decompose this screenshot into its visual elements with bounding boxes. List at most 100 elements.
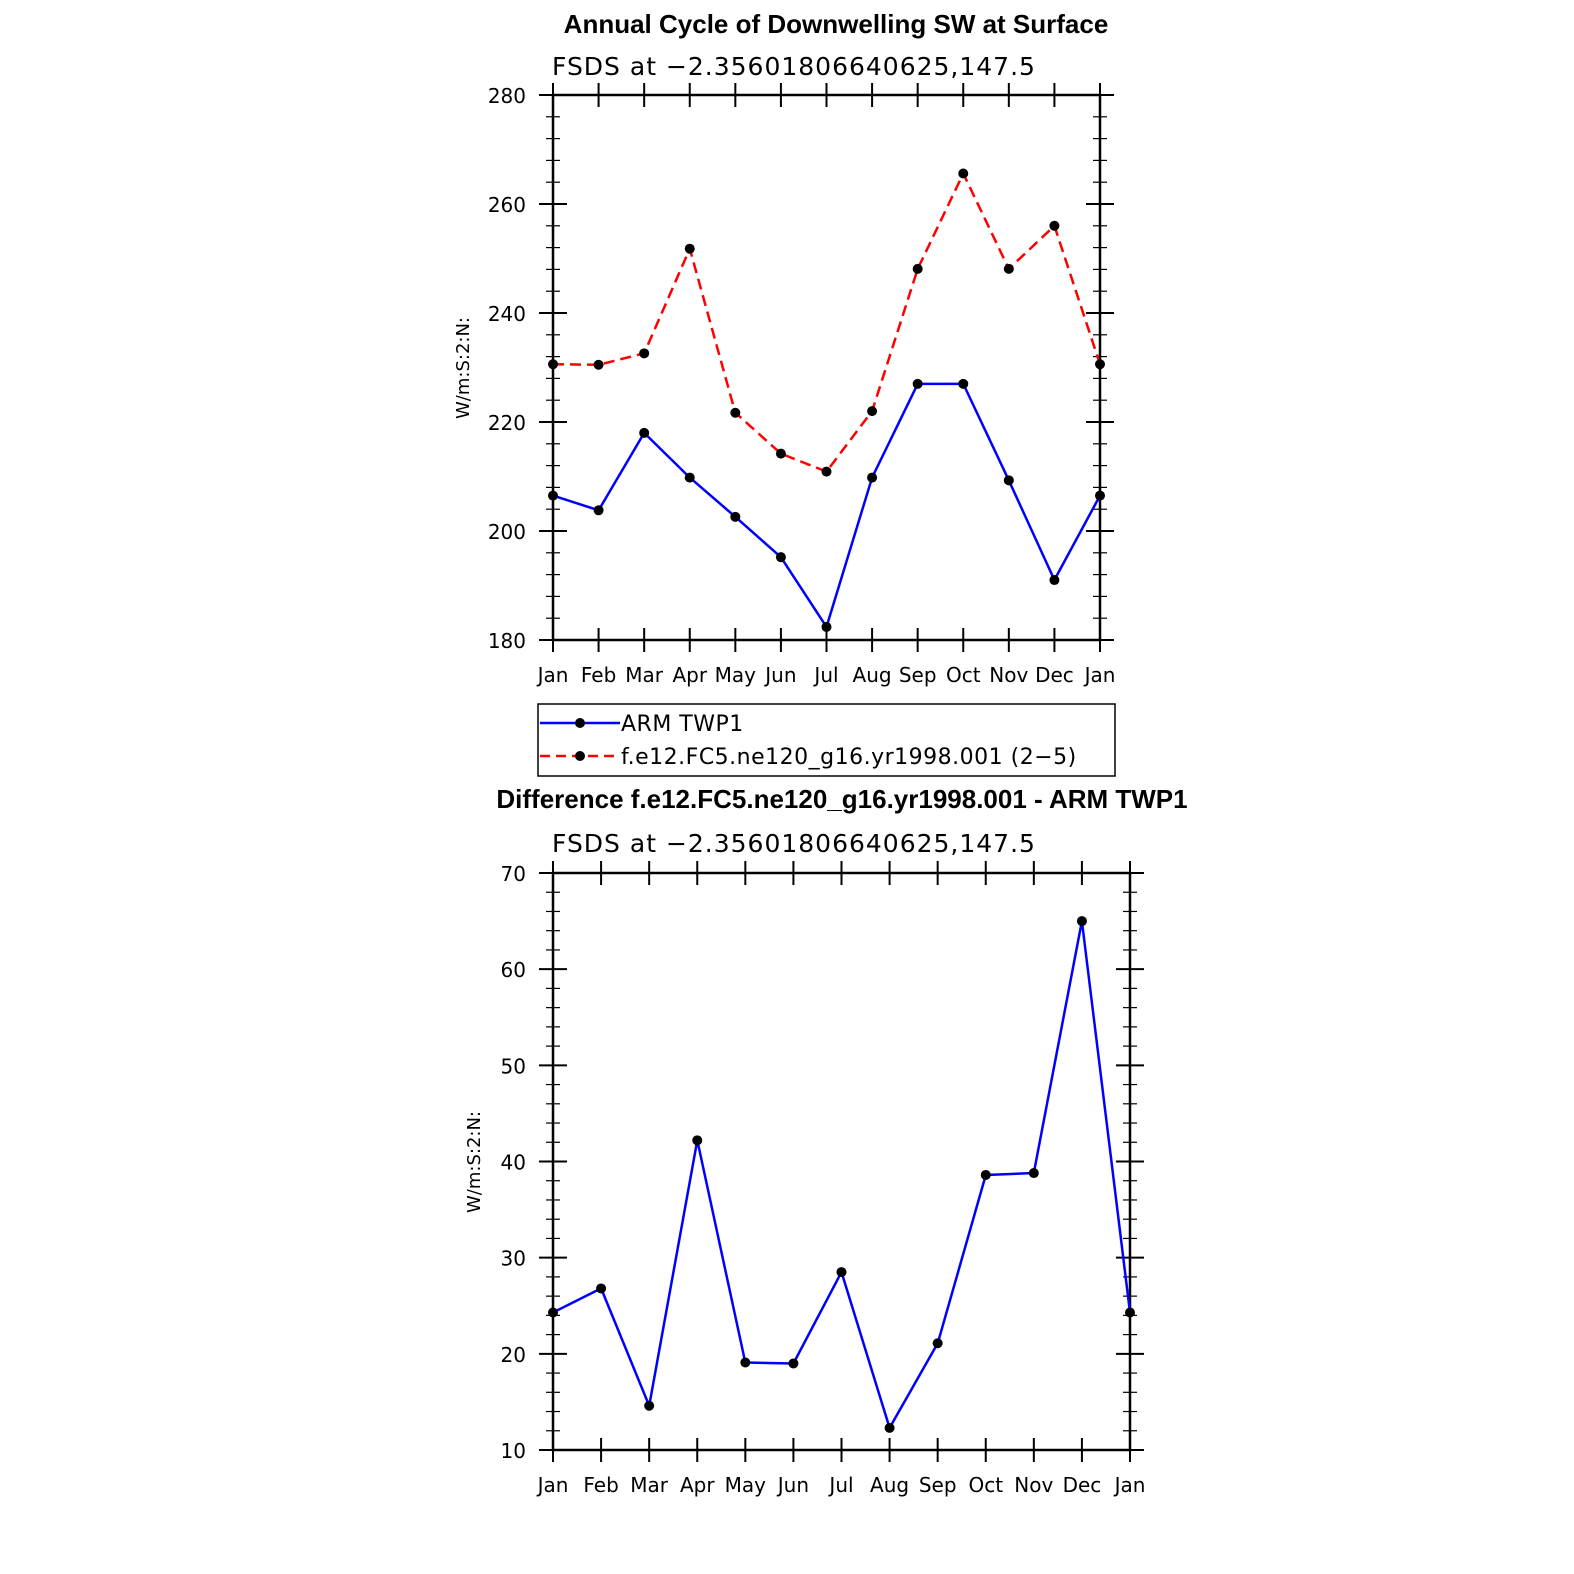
chart2-ytick-label: 20 [501, 1343, 526, 1367]
chart2-xtick-label: Nov [1014, 1473, 1053, 1497]
chart1-ytick-label: 260 [488, 193, 526, 217]
chart1-series-0-point [821, 621, 832, 632]
chart1-xtick-label: Nov [989, 663, 1028, 687]
chart2-xtick-label: Feb [583, 1473, 618, 1497]
chart1-series-1-point [730, 407, 741, 418]
chart1-series-1-point [775, 448, 786, 459]
chart1-series-1-point [1003, 263, 1014, 274]
chart1-xtick-label: Mar [625, 663, 664, 687]
chart1-series-line-1 [552, 172, 1102, 473]
chart1-frame [551, 93, 1102, 642]
chart1-xtick-label: Feb [581, 663, 616, 687]
chart1-xtick-label: Dec [1035, 663, 1074, 687]
chart2-series-0-point [1028, 1168, 1039, 1179]
chart1-xtick-label: May [715, 663, 757, 687]
chart1-subtitle: FSDS at −2.35601806640625,147.5 [552, 52, 1036, 81]
chart2-series-0-point [1076, 916, 1087, 927]
chart2-subtitle: FSDS at −2.35601806640625,147.5 [552, 829, 1036, 858]
chart2-xtick-label: Jan [536, 1473, 569, 1497]
chart2-ytick-label: 60 [501, 958, 526, 982]
chart1-ytick-label: 220 [488, 411, 526, 435]
chart1-series-line-0 [552, 382, 1102, 629]
chart2-frame [551, 871, 1132, 1452]
legend-model-label: f.e12.FC5.ne120_g16.yr1998.001 (2−5) [621, 745, 1077, 770]
chart2-xtick-label: Jul [827, 1473, 853, 1497]
chart1-series-0-point [593, 505, 604, 516]
chart2-series-0-point [836, 1267, 847, 1278]
chart1-series-1-point [593, 359, 604, 370]
chart2-ylabel: W/m:S:2:N: [464, 1111, 485, 1213]
chart2-xtick-label: Aug [870, 1473, 909, 1497]
chart2-title: Difference f.e12.FC5.ne120_g16.yr1998.00… [496, 784, 1187, 814]
chart1-xtick-label: Jul [812, 663, 838, 687]
chart2-ytick-label: 10 [501, 1439, 526, 1463]
legend-item-obs: ARM TWP1 [540, 712, 744, 737]
chart1-ylabel: W/m:S:2:N: [453, 317, 474, 419]
chart2-xtick-label: Dec [1063, 1473, 1102, 1497]
chart1-xtick-label: Oct [946, 663, 981, 687]
chart1-series-0-point [730, 511, 741, 522]
chart2-xtick-label: Mar [630, 1473, 669, 1497]
chart2-series-0-point [980, 1169, 991, 1180]
legend-item-model: f.e12.FC5.ne120_g16.yr1998.001 (2−5) [540, 745, 1077, 770]
chart1-series-1-point [684, 243, 695, 254]
legend-obs-label: ARM TWP1 [621, 712, 744, 737]
chart2-xtick-label: Oct [968, 1473, 1003, 1497]
chart1-series-1-point [1095, 359, 1105, 370]
chart1-series-0-point [1049, 575, 1060, 586]
chart1-ytick-label: 280 [488, 84, 526, 108]
chart1-series-0-point [548, 490, 558, 501]
chart1-series-1-point [639, 348, 650, 359]
chart1-series-1-point [912, 263, 923, 274]
chart1-series-1-point [821, 466, 832, 477]
chart2-ytick-label: 70 [501, 862, 526, 886]
chart1-plot: 180 200 220 240 260 280 Jan Feb Mar Apr May Jun Jul A… [488, 83, 1116, 687]
chart1-xtick-label: Aug [853, 663, 892, 687]
chart2-series-0-point [596, 1283, 607, 1294]
chart2-ytick-label: 40 [501, 1151, 526, 1175]
chart2-xtick-label: Sep [919, 1473, 957, 1497]
chart2-ytick-label: 30 [501, 1247, 526, 1271]
legend-obs-marker [575, 718, 585, 728]
chart2-series-0-point [884, 1422, 895, 1433]
chart1-ytick-label: 200 [488, 520, 526, 544]
chart1-series-0-point [958, 378, 969, 389]
chart2-xtick-label: Jun [776, 1473, 809, 1497]
chart1-ytick-label: 240 [488, 302, 526, 326]
chart1-ytick-label: 180 [488, 629, 526, 653]
chart1-series-1-point [958, 168, 969, 179]
chart1-xtick-label: Jan [1083, 663, 1116, 687]
chart1-xtick-label: Sep [899, 663, 937, 687]
chart2-series-line-0 [552, 919, 1132, 1430]
chart2-series-0-point [692, 1135, 703, 1146]
chart2-xtick-label: Apr [680, 1473, 715, 1497]
chart1-series-0-point [639, 427, 650, 438]
legend-model-marker [575, 751, 585, 761]
chart2-plot: 10 20 30 40 50 60 70 Jan Feb Mar Apr May Jun Jul Aug Se… [501, 861, 1146, 1497]
chart2-ytick-label: 50 [501, 1054, 526, 1078]
chart1-series-0-point [1003, 475, 1014, 486]
chart2-xtick-label: Jan [1113, 1473, 1146, 1497]
chart2-series-0-point [644, 1400, 655, 1411]
chart1-xtick-label: Apr [672, 663, 707, 687]
legend-box [537, 703, 1116, 777]
chart1-series-0-point [867, 472, 878, 483]
chart2-series-0-point [932, 1338, 943, 1349]
chart1-xtick-label: Jun [763, 663, 796, 687]
chart1-series-0-point [1095, 490, 1105, 501]
chart2-series-0-point [740, 1357, 751, 1368]
chart2-series-0-point [788, 1358, 799, 1369]
chart2-series-0-point [548, 1307, 558, 1318]
chart2-xtick-label: May [725, 1473, 767, 1497]
chart1-title: Annual Cycle of Downwelling SW at Surfac… [564, 9, 1109, 39]
chart1-series-0-point [684, 472, 695, 483]
chart1-series-1-point [548, 359, 558, 370]
chart1-series-0-point [912, 378, 923, 389]
chart1-series-1-point [867, 406, 878, 417]
chart1-xtick-label: Jan [536, 663, 569, 687]
legend: ARM TWP1 f.e12.FC5.ne120_g16.yr1998.001 … [537, 703, 1116, 777]
chart2-series-0-point [1125, 1307, 1135, 1318]
chart1-series-0-point [775, 552, 786, 563]
chart1-series-1-point [1049, 220, 1060, 231]
